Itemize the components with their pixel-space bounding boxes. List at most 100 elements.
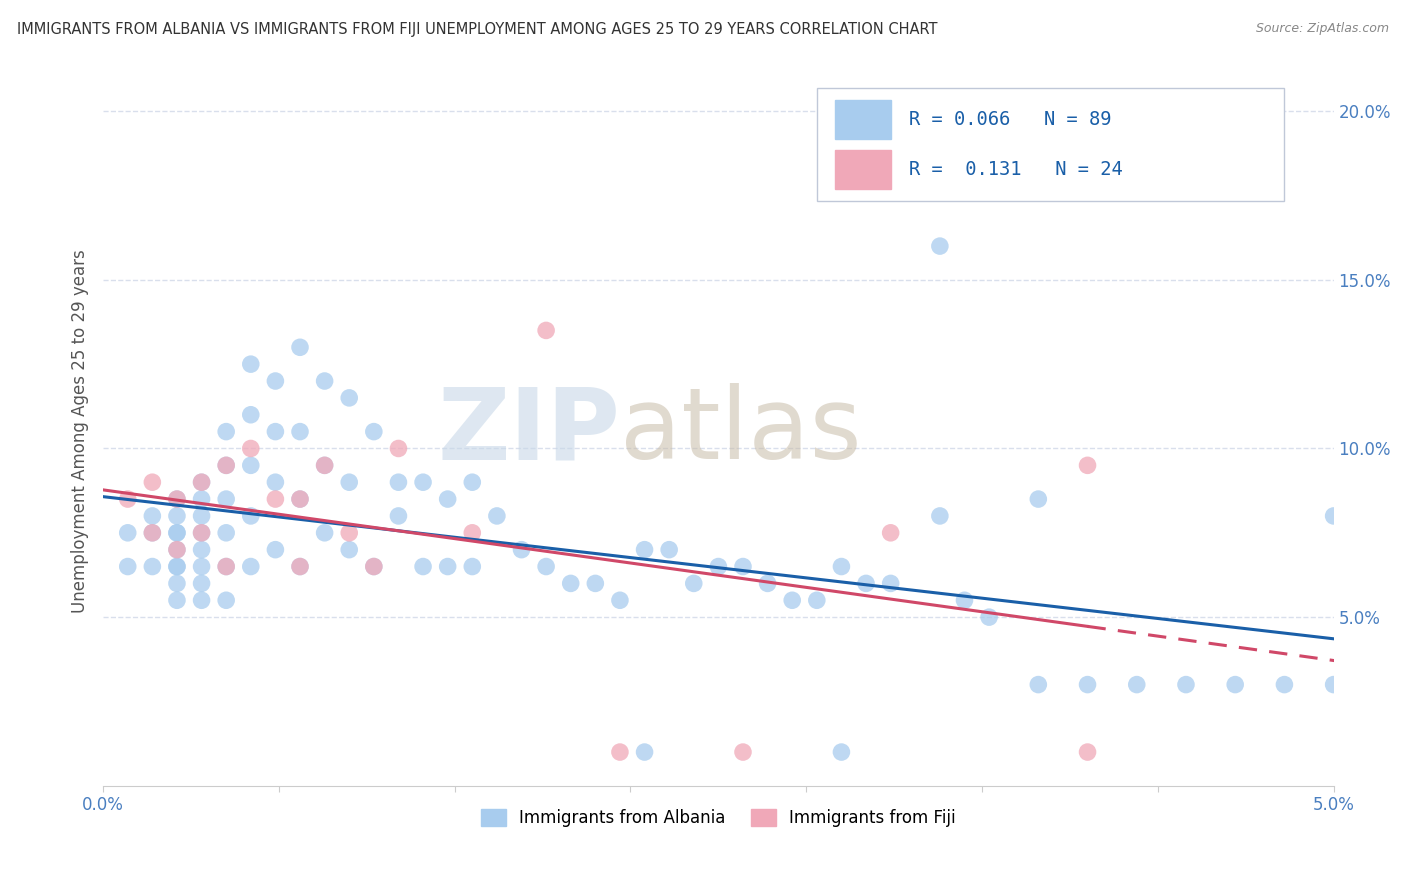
Point bbox=[337, 542, 360, 557]
Point bbox=[879, 576, 901, 591]
Point bbox=[166, 542, 188, 557]
Point bbox=[387, 442, 409, 456]
Point bbox=[731, 745, 754, 759]
Point bbox=[928, 508, 950, 523]
Point bbox=[166, 508, 188, 523]
Text: IMMIGRANTS FROM ALBANIA VS IMMIGRANTS FROM FIJI UNEMPLOYMENT AMONG AGES 25 TO 29: IMMIGRANTS FROM ALBANIA VS IMMIGRANTS FR… bbox=[17, 22, 938, 37]
Point bbox=[215, 492, 238, 507]
Point bbox=[756, 576, 779, 591]
Point bbox=[166, 593, 188, 607]
Point bbox=[239, 559, 262, 574]
Point bbox=[166, 525, 188, 540]
Point bbox=[190, 525, 212, 540]
FancyBboxPatch shape bbox=[817, 88, 1285, 202]
Point bbox=[609, 593, 631, 607]
Point bbox=[215, 559, 238, 574]
Point bbox=[387, 508, 409, 523]
Point bbox=[436, 492, 458, 507]
Point bbox=[190, 559, 212, 574]
Point bbox=[510, 542, 533, 557]
Point bbox=[288, 340, 311, 354]
Point bbox=[166, 492, 188, 507]
Point bbox=[264, 475, 287, 490]
Point bbox=[117, 492, 139, 507]
Point bbox=[190, 475, 212, 490]
Point bbox=[461, 475, 484, 490]
Point bbox=[215, 593, 238, 607]
Point bbox=[215, 559, 238, 574]
Point bbox=[166, 542, 188, 557]
Point bbox=[363, 559, 385, 574]
Point bbox=[707, 559, 730, 574]
Point bbox=[1076, 458, 1098, 473]
Point bbox=[387, 475, 409, 490]
Point bbox=[215, 458, 238, 473]
Point bbox=[141, 508, 163, 523]
Point bbox=[166, 559, 188, 574]
Point bbox=[166, 559, 188, 574]
Point bbox=[141, 525, 163, 540]
Point bbox=[190, 525, 212, 540]
Text: Source: ZipAtlas.com: Source: ZipAtlas.com bbox=[1256, 22, 1389, 36]
Point bbox=[215, 425, 238, 439]
Point bbox=[534, 559, 557, 574]
Point bbox=[609, 745, 631, 759]
Point bbox=[190, 576, 212, 591]
Point bbox=[215, 525, 238, 540]
Bar bbox=[835, 101, 890, 139]
Point bbox=[363, 425, 385, 439]
Point bbox=[977, 610, 1000, 624]
Point bbox=[855, 576, 877, 591]
Point bbox=[314, 458, 336, 473]
Point bbox=[780, 593, 803, 607]
Point bbox=[239, 357, 262, 371]
Point bbox=[264, 492, 287, 507]
Point bbox=[239, 508, 262, 523]
Point bbox=[412, 475, 434, 490]
Point bbox=[166, 492, 188, 507]
Point bbox=[1274, 677, 1296, 691]
Point bbox=[560, 576, 582, 591]
Point bbox=[337, 525, 360, 540]
Point bbox=[633, 542, 655, 557]
Point bbox=[1026, 677, 1049, 691]
Point bbox=[1126, 677, 1149, 691]
Point bbox=[879, 525, 901, 540]
Y-axis label: Unemployment Among Ages 25 to 29 years: Unemployment Among Ages 25 to 29 years bbox=[72, 250, 89, 614]
Point bbox=[314, 458, 336, 473]
Point bbox=[485, 508, 508, 523]
Point bbox=[288, 559, 311, 574]
Point bbox=[461, 559, 484, 574]
Point bbox=[337, 391, 360, 405]
Point bbox=[1076, 677, 1098, 691]
Point bbox=[1323, 508, 1346, 523]
Bar bbox=[835, 150, 890, 189]
Point bbox=[830, 745, 852, 759]
Point bbox=[288, 559, 311, 574]
Point bbox=[288, 492, 311, 507]
Point bbox=[1175, 677, 1198, 691]
Point bbox=[731, 559, 754, 574]
Point bbox=[190, 542, 212, 557]
Point bbox=[830, 559, 852, 574]
Point bbox=[1323, 677, 1346, 691]
Point bbox=[461, 525, 484, 540]
Point bbox=[190, 475, 212, 490]
Point bbox=[337, 475, 360, 490]
Point bbox=[314, 525, 336, 540]
Point bbox=[806, 593, 828, 607]
Point bbox=[239, 458, 262, 473]
Point bbox=[239, 442, 262, 456]
Point bbox=[264, 374, 287, 388]
Point bbox=[288, 492, 311, 507]
Point bbox=[1076, 745, 1098, 759]
Point bbox=[166, 525, 188, 540]
Text: ZIP: ZIP bbox=[437, 383, 620, 480]
Point bbox=[117, 525, 139, 540]
Text: R = 0.066   N = 89: R = 0.066 N = 89 bbox=[910, 111, 1112, 129]
Point bbox=[363, 559, 385, 574]
Legend: Immigrants from Albania, Immigrants from Fiji: Immigrants from Albania, Immigrants from… bbox=[474, 803, 962, 834]
Point bbox=[682, 576, 704, 591]
Text: atlas: atlas bbox=[620, 383, 862, 480]
Point bbox=[264, 542, 287, 557]
